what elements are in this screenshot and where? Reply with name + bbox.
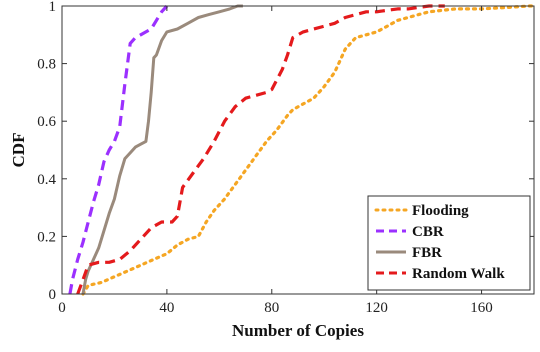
legend-label-flooding: Flooding: [412, 203, 469, 219]
y-axis-title: CDF: [9, 133, 28, 168]
legend-label-cbr: CBR: [412, 224, 444, 240]
y-tick-label: 0.2: [37, 229, 56, 245]
x-tick-label: 120: [365, 300, 388, 316]
legend-label-fbr: FBR: [412, 245, 442, 261]
y-tick-label: 0.4: [37, 172, 56, 188]
series-line-flooding: [81, 4, 536, 296]
series-line-fbr: [81, 4, 243, 295]
legend-label-random-walk: Random Walk: [412, 266, 505, 282]
y-axis: 0 0.2 0.4 0.6 0.8 1: [37, 0, 534, 303]
legend-box: [367, 195, 531, 291]
legend: Flooding CBR FBR Random Walk: [367, 195, 531, 291]
x-tick-label: 160: [470, 300, 493, 316]
x-tick-label: 80: [264, 300, 279, 316]
y-tick-label: 0: [49, 287, 57, 303]
y-tick-label: 0.6: [37, 114, 56, 130]
x-axis-title: Number of Copies: [232, 321, 364, 340]
series-line-cbr: [68, 4, 169, 295]
series-line-random-walk: [76, 4, 445, 295]
y-tick-label: 1: [49, 0, 57, 15]
series-layer: [68, 4, 536, 296]
x-tick-label: 40: [159, 300, 174, 316]
x-axis: 0 40 80 120 160: [58, 6, 493, 316]
y-tick-label: 0.8: [37, 57, 56, 73]
x-tick-label: 0: [58, 300, 66, 316]
plot-frame: [61, 5, 535, 295]
